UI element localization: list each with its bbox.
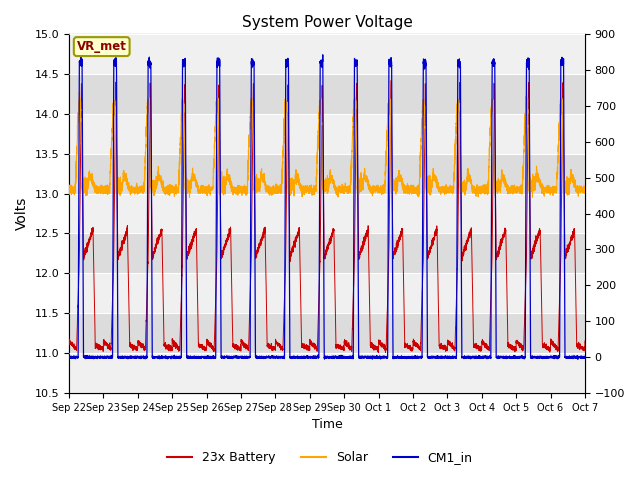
Bar	[69, 193, 585, 233]
Y-axis label: Volts: Volts	[15, 197, 29, 230]
Bar	[69, 74, 585, 114]
Bar	[69, 353, 585, 393]
X-axis label: Time: Time	[312, 419, 342, 432]
Bar	[69, 274, 585, 313]
Bar	[69, 34, 585, 74]
Bar	[69, 114, 585, 154]
Legend: 23x Battery, Solar, CM1_in: 23x Battery, Solar, CM1_in	[163, 446, 477, 469]
Bar	[69, 313, 585, 353]
Title: System Power Voltage: System Power Voltage	[241, 15, 412, 30]
Bar	[69, 154, 585, 193]
Bar	[69, 233, 585, 274]
Text: VR_met: VR_met	[77, 40, 127, 53]
